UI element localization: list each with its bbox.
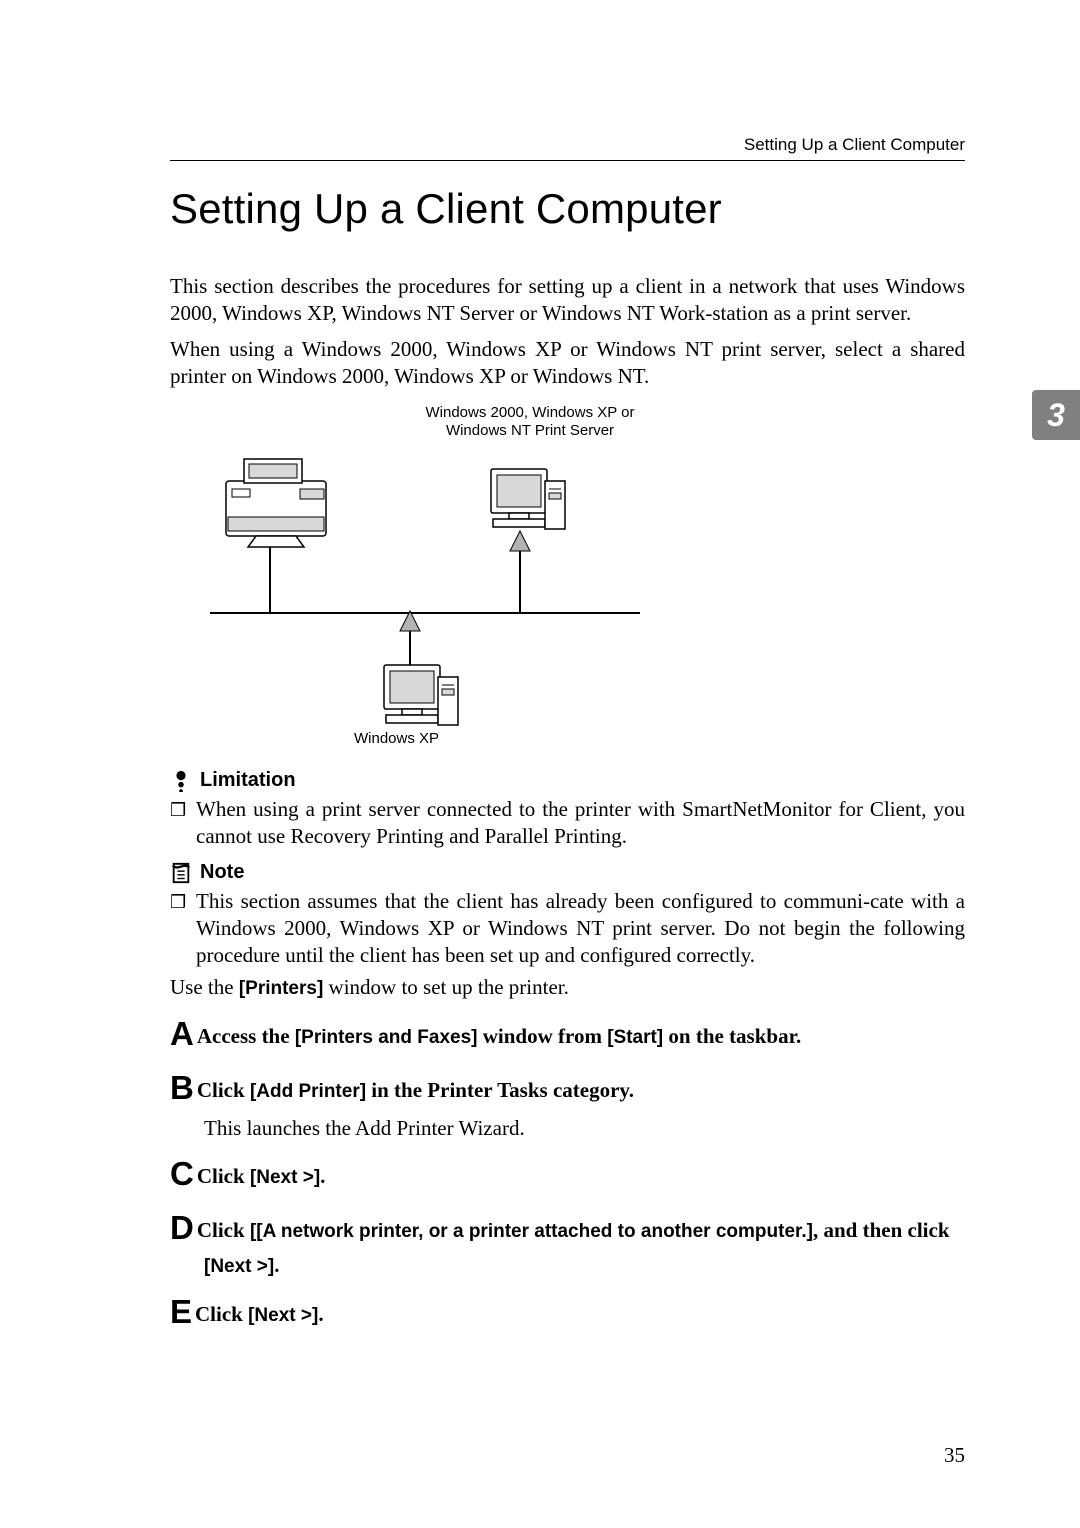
page-title: Setting Up a Client Computer — [170, 185, 965, 233]
note-item: ❒ This section assumes that the client h… — [170, 888, 965, 968]
printers-label: [Printers] — [239, 978, 323, 999]
step-d: DClick [[A network printer, or a printer… — [170, 1206, 965, 1279]
step-b-pre: Click — [197, 1078, 250, 1102]
next-label-d: [Next >] — [204, 1256, 274, 1277]
step-a-post: on the taskbar. — [663, 1024, 801, 1048]
step-a-letter: A — [170, 1015, 197, 1052]
note-heading: Note — [170, 861, 965, 884]
add-printer-label: [Add Printer] — [250, 1081, 366, 1102]
intro-paragraph-1: This section describes the procedures fo… — [170, 273, 965, 326]
diagram-caption-top-line2: Windows NT Print Server — [446, 422, 614, 439]
use-the-line: Use the [Printers] window to set up the … — [170, 974, 965, 1001]
bullet-icon: ❒ — [170, 799, 186, 822]
bullet-icon: ❒ — [170, 891, 186, 914]
limitation-icon — [170, 770, 192, 792]
note-list: ❒ This section assumes that the client h… — [170, 888, 965, 968]
section-tab: 3 — [1032, 390, 1080, 440]
next-label-c: [Next >] — [250, 1167, 320, 1188]
step-c-letter: C — [170, 1155, 197, 1192]
step-e: EClick [Next >]. — [170, 1290, 965, 1335]
printer-icon — [226, 459, 326, 547]
step-b-letter: B — [170, 1069, 197, 1106]
limitation-heading: Limitation — [170, 769, 965, 792]
diagram-caption-top: Windows 2000, Windows XP or Windows NT P… — [340, 404, 720, 442]
diagram-caption-top-line1: Windows 2000, Windows XP or — [426, 404, 635, 421]
step-b-post: in the Printer Tasks category. — [366, 1078, 634, 1102]
note-item-text: This section assumes that the client has… — [196, 889, 965, 966]
step-b: BClick [Add Printer] in the Printer Task… — [170, 1066, 965, 1142]
use-the-pre: Use the — [170, 975, 239, 999]
step-c: CClick [Next >]. — [170, 1152, 965, 1197]
running-header: Setting Up a Client Computer — [744, 135, 965, 155]
step-d-pre: Click — [197, 1218, 250, 1242]
step-a-mid: window from — [477, 1024, 607, 1048]
network-printer-label: [[A network printer, or a printer attach… — [250, 1221, 813, 1242]
intro-paragraph-2: When using a Windows 2000, Windows XP or… — [170, 336, 965, 389]
page-number: 35 — [944, 1443, 965, 1468]
diagram-caption-bottom: Windows XP — [354, 730, 965, 747]
client-icon — [384, 665, 458, 725]
step-d-letter: D — [170, 1209, 197, 1246]
server-icon — [491, 469, 565, 529]
limitation-heading-text: Limitation — [200, 769, 296, 792]
use-the-post: window to set up the printer. — [323, 975, 569, 999]
header-divider — [170, 160, 965, 161]
step-e-letter: E — [170, 1293, 195, 1330]
step-e-post: . — [318, 1302, 323, 1326]
step-a: AAccess the [Printers and Faxes] window … — [170, 1012, 965, 1057]
step-e-pre: Click — [195, 1302, 248, 1326]
diagram-svg — [170, 443, 690, 728]
limitation-item-text: When using a print server connected to t… — [196, 797, 965, 848]
printers-and-faxes-label: [Printers and Faxes] — [295, 1027, 478, 1048]
step-c-post: . — [320, 1164, 325, 1188]
network-diagram: Windows 2000, Windows XP or Windows NT P… — [170, 404, 965, 748]
limitation-item: ❒ When using a print server connected to… — [170, 796, 965, 849]
step-d-mid: , and then click — [813, 1218, 950, 1242]
step-d-post: . — [274, 1253, 279, 1277]
next-label-e: [Next >] — [248, 1305, 318, 1326]
start-label: [Start] — [607, 1027, 663, 1048]
limitation-list: ❒ When using a print server connected to… — [170, 796, 965, 849]
step-b-sub: This launches the Add Printer Wizard. — [204, 1115, 965, 1142]
note-heading-text: Note — [200, 861, 244, 884]
step-a-pre: Access the — [197, 1024, 295, 1048]
step-c-pre: Click — [197, 1164, 250, 1188]
note-icon — [170, 862, 192, 884]
